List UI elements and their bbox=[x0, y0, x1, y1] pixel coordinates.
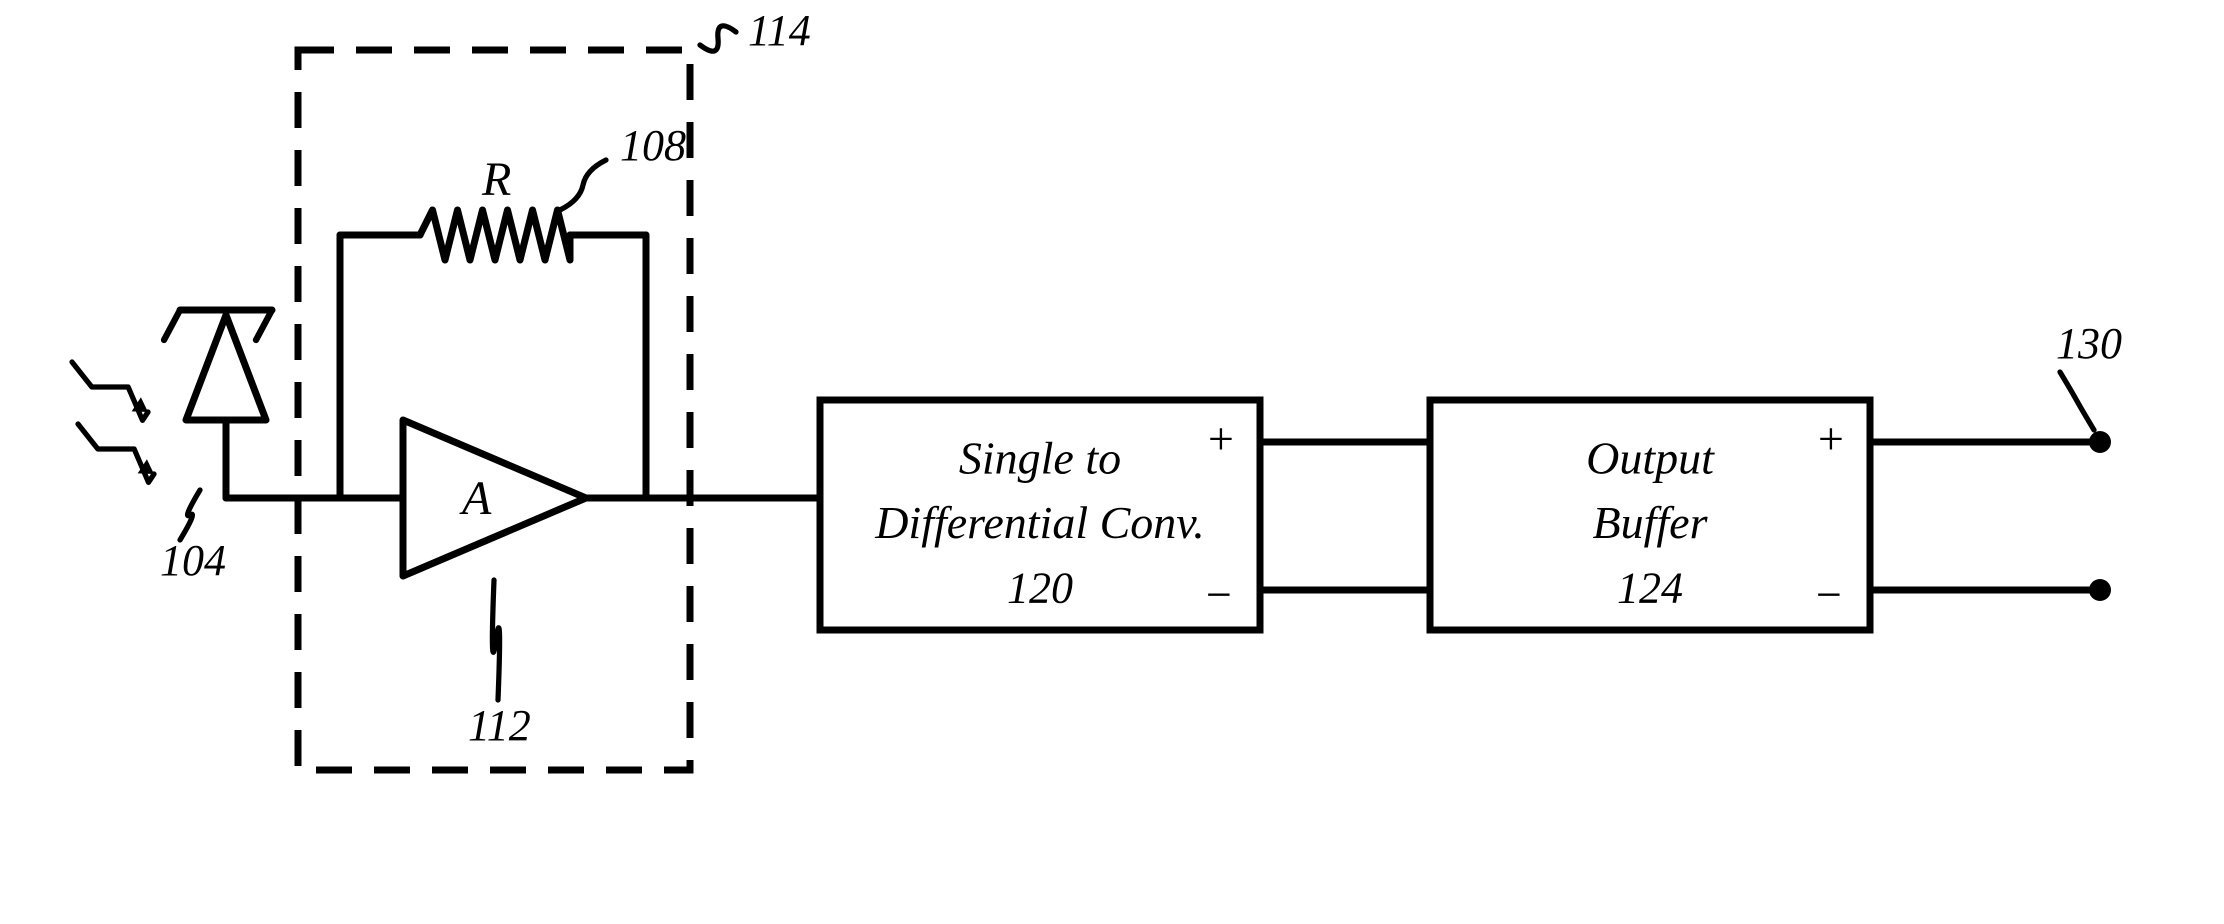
svg-text:R: R bbox=[481, 153, 511, 206]
svg-text:Buffer: Buffer bbox=[1593, 497, 1709, 548]
svg-text:+: + bbox=[1815, 413, 1846, 464]
svg-text:A: A bbox=[459, 472, 492, 525]
svg-text:104: 104 bbox=[160, 536, 226, 585]
svg-text:130: 130 bbox=[2056, 319, 2122, 368]
svg-text:+: + bbox=[1205, 413, 1236, 464]
svg-text:Output: Output bbox=[1586, 433, 1715, 484]
svg-text:120: 120 bbox=[1007, 563, 1073, 612]
svg-text:114: 114 bbox=[748, 6, 811, 55]
svg-text:124: 124 bbox=[1617, 563, 1683, 612]
svg-text:−: − bbox=[1813, 569, 1844, 620]
svg-text:108: 108 bbox=[620, 121, 686, 170]
svg-text:112: 112 bbox=[468, 701, 531, 750]
svg-text:Single to: Single to bbox=[959, 433, 1121, 484]
svg-text:Differential Conv.: Differential Conv. bbox=[874, 497, 1205, 548]
svg-text:−: − bbox=[1203, 569, 1234, 620]
